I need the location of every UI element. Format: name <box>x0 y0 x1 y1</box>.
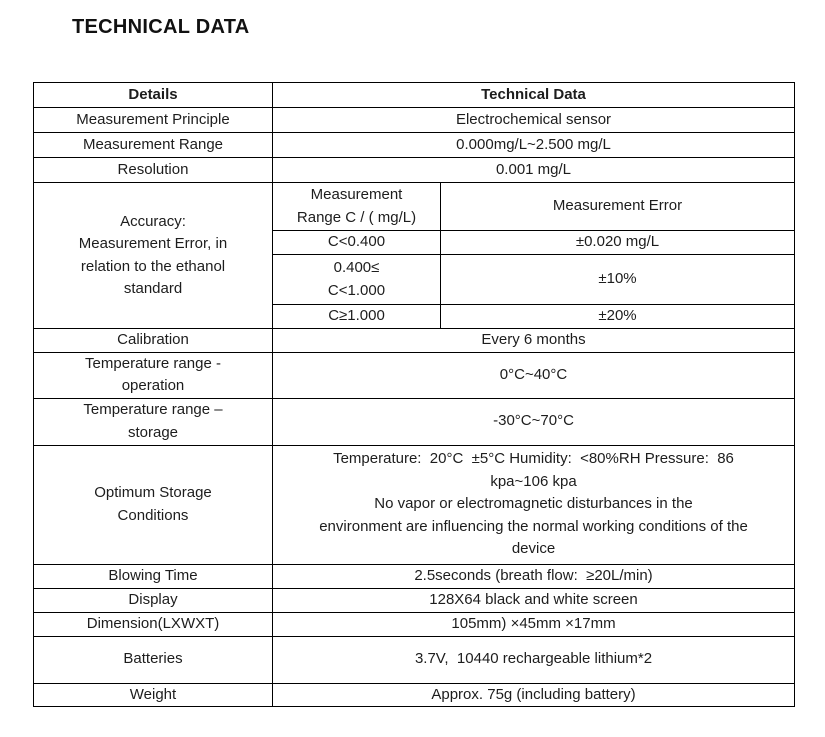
column-header-details: Details <box>33 82 273 108</box>
label-weight: Weight <box>33 682 273 707</box>
value-measurement-principle: Electrochemical sensor <box>271 107 796 133</box>
accuracy-row: C≥1.000 ±20% <box>34 304 796 329</box>
table-row: Optimum Storage Conditions Temperature: … <box>33 444 796 565</box>
label-dimension: Dimension(LXWXT) <box>33 611 273 637</box>
label-optimum-storage-conditions: Optimum Storage Conditions <box>33 444 273 565</box>
subheader-measurement-error: Measurement Error <box>439 182 796 231</box>
table-row: Measurement Range 0.000mg/L~2.500 mg/L <box>33 132 796 158</box>
label-batteries: Batteries <box>33 635 273 684</box>
value-calibration: Every 6 months <box>271 328 796 353</box>
label-display: Display <box>33 587 273 613</box>
label-accuracy: Accuracy: Measurement Error, in relation… <box>33 182 273 329</box>
label-temperature-range-storage: Temperature range – storage <box>33 397 273 446</box>
label-measurement-principle: Measurement Principle <box>33 107 273 133</box>
table-row: Resolution 0.001 mg/L <box>33 157 796 183</box>
table-row: Dimension(LXWXT) 105mm) ×45mm ×17mm <box>33 611 796 637</box>
accuracy-range-3: C≥1.000 <box>272 304 441 329</box>
accuracy-range-1: C<0.400 <box>272 230 441 255</box>
table-row: Weight Approx. 75g (including battery) <box>33 682 796 707</box>
table-header-row: Details Technical Data <box>33 82 796 108</box>
accuracy-row: 0.400≤ C<1.000 ±10% <box>34 254 796 305</box>
column-header-technical-data: Technical Data <box>271 82 796 108</box>
table-row: Calibration Every 6 months <box>33 328 796 353</box>
label-calibration: Calibration <box>33 328 273 353</box>
accuracy-row: C<0.400 ±0.020 mg/L <box>34 230 796 255</box>
value-batteries: 3.7V, 10440 rechargeable lithium*2 <box>271 635 796 684</box>
accuracy-error-1: ±0.020 mg/L <box>439 230 796 255</box>
value-resolution: 0.001 mg/L <box>271 157 796 183</box>
accuracy-error-3: ±20% <box>439 304 796 329</box>
value-optimum-storage-conditions: Temperature: 20°C ±5°C Humidity: <80%RH … <box>271 444 796 565</box>
label-temperature-range-operation: Temperature range - operation <box>33 351 273 399</box>
label-measurement-range: Measurement Range <box>33 132 273 158</box>
value-weight: Approx. 75g (including battery) <box>271 682 796 707</box>
accuracy-subheader-row: Accuracy: Measurement Error, in relation… <box>33 182 796 329</box>
table-row: Display 128X64 black and white screen <box>33 587 796 613</box>
value-temperature-range-storage: -30°C~70°C <box>271 397 796 446</box>
value-measurement-range: 0.000mg/L~2.500 mg/L <box>271 132 796 158</box>
value-blowing-time: 2.5seconds (breath flow: ≥20L/min) <box>271 563 796 589</box>
table-row: Batteries 3.7V, 10440 rechargeable lithi… <box>33 635 796 684</box>
label-blowing-time: Blowing Time <box>33 563 273 589</box>
table-row: Measurement Principle Electrochemical se… <box>33 107 796 133</box>
accuracy-error-2: ±10% <box>439 254 796 305</box>
technical-data-table: Details Technical Data Measurement Princ… <box>33 82 796 707</box>
table-row: Temperature range – storage -30°C~70°C <box>33 397 796 446</box>
label-resolution: Resolution <box>33 157 273 183</box>
subheader-measurement-range: Measurement Range C / ( mg/L) <box>272 182 441 231</box>
table-row: Temperature range - operation 0°C~40°C <box>33 351 796 399</box>
page-title: TECHNICAL DATA <box>72 16 250 38</box>
value-temperature-range-operation: 0°C~40°C <box>271 351 796 399</box>
table-row: Blowing Time 2.5seconds (breath flow: ≥2… <box>33 563 796 589</box>
value-dimension: 105mm) ×45mm ×17mm <box>271 611 796 637</box>
accuracy-range-2: 0.400≤ C<1.000 <box>272 254 441 305</box>
value-display: 128X64 black and white screen <box>271 587 796 613</box>
